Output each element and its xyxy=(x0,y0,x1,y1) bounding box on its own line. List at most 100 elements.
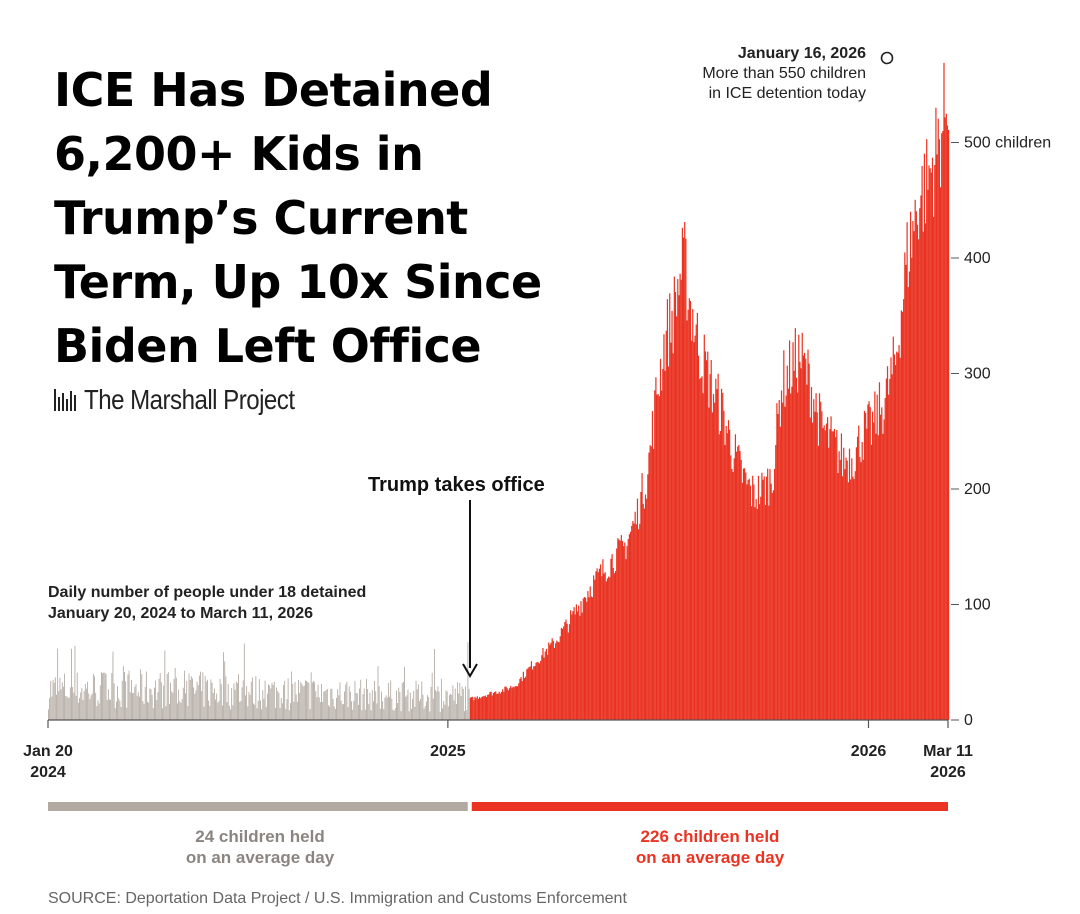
bar-day-47 xyxy=(102,673,104,720)
bar-day-54 xyxy=(110,699,112,720)
bar-day-477 xyxy=(597,572,599,720)
bar-day-563 xyxy=(696,312,698,720)
bar-day-3 xyxy=(51,696,53,720)
bar-day-600 xyxy=(739,450,741,720)
bar-day-168 xyxy=(241,687,243,720)
bar-day-780 xyxy=(946,125,949,720)
bar-day-18 xyxy=(68,697,70,720)
bar-day-596 xyxy=(734,434,737,720)
bar-day-75 xyxy=(134,686,136,720)
bar-day-250 xyxy=(336,698,337,720)
bar-day-410 xyxy=(520,677,522,720)
bar-day-502 xyxy=(626,546,628,720)
bar-day-568 xyxy=(702,393,704,720)
bar-day-169 xyxy=(242,680,244,720)
bar-day-156 xyxy=(227,683,229,720)
bar-day-112 xyxy=(177,703,178,720)
bar-day-16 xyxy=(66,696,68,720)
bar-day-320 xyxy=(416,689,418,720)
bar-day-138 xyxy=(207,679,208,720)
bar-day-460 xyxy=(578,605,580,720)
bar-day-443 xyxy=(558,642,560,720)
bar-day-412 xyxy=(522,671,524,720)
bar-day-45 xyxy=(99,685,101,720)
bar-day-132 xyxy=(200,671,201,720)
bar-day-607 xyxy=(747,479,749,720)
bar-day-499 xyxy=(623,546,625,720)
bar-day-73 xyxy=(132,693,133,720)
bar-day-501 xyxy=(625,559,627,720)
bar-day-237 xyxy=(321,683,322,720)
bar-day-736 xyxy=(896,351,898,720)
bar-day-429 xyxy=(542,647,544,720)
bar-day-498 xyxy=(621,540,624,720)
bar-day-294 xyxy=(386,697,388,720)
bar-day-10 xyxy=(59,677,61,720)
bar-day-208 xyxy=(287,678,289,720)
bar-day-668 xyxy=(817,445,819,720)
bar-day-66 xyxy=(124,672,125,720)
bar-day-506 xyxy=(631,525,633,720)
bar-day-625 xyxy=(768,505,770,720)
bar-day-80 xyxy=(140,669,142,720)
bar-day-94 xyxy=(156,699,158,720)
bar-day-682 xyxy=(833,428,836,720)
bar-day-645 xyxy=(791,386,793,720)
bar-day-674 xyxy=(824,430,826,720)
bar-day-709 xyxy=(865,412,867,720)
bar-day-171 xyxy=(245,695,246,720)
bar-day-402 xyxy=(511,688,513,720)
bar-day-323 xyxy=(420,698,422,720)
biden-average-line-1: 24 children held xyxy=(195,827,325,846)
bar-day-750 xyxy=(912,221,914,721)
bar-day-93 xyxy=(155,680,157,720)
bar-day-730 xyxy=(889,378,891,720)
bar-day-192 xyxy=(269,685,271,720)
bar-day-398 xyxy=(506,688,508,720)
bar-day-638 xyxy=(783,350,785,720)
bar-day-346 xyxy=(446,691,448,720)
bar-day-647 xyxy=(793,370,795,720)
bar-day-341 xyxy=(440,678,442,720)
bar-day-38 xyxy=(91,693,93,720)
bar-day-728 xyxy=(886,366,889,720)
bar-day-478 xyxy=(598,568,601,720)
source-note: SOURCE: Deportation Data Project / U.S. … xyxy=(48,890,627,907)
bar-day-700 xyxy=(854,471,856,720)
bar-day-392 xyxy=(499,693,501,720)
bar-day-601 xyxy=(740,459,742,720)
bar-day-643 xyxy=(788,340,791,720)
bar-day-432 xyxy=(545,648,548,720)
trump-period-bar xyxy=(471,802,948,811)
bar-day-97 xyxy=(159,673,161,720)
bar-day-174 xyxy=(248,692,250,720)
bar-day-290 xyxy=(382,701,384,720)
trump-takes-office-label: Trump takes office xyxy=(368,474,545,496)
bar-day-226 xyxy=(308,682,310,720)
bar-day-458 xyxy=(575,604,577,720)
bar-day-355 xyxy=(457,682,458,720)
bar-day-224 xyxy=(306,681,307,720)
bar-day-692 xyxy=(845,457,847,720)
bar-day-71 xyxy=(129,692,131,720)
bar-day-284 xyxy=(375,691,377,720)
bar-day-652 xyxy=(799,361,801,720)
bar-day-757 xyxy=(920,195,922,721)
bar-day-654 xyxy=(801,332,803,720)
bar-day-136 xyxy=(204,675,206,720)
bar-day-276 xyxy=(366,679,367,720)
bar-day-327 xyxy=(424,706,426,720)
bar-day-172 xyxy=(246,686,248,720)
bar-day-382 xyxy=(488,694,490,720)
bar-day-286 xyxy=(377,666,379,720)
bar-day-201 xyxy=(279,708,281,720)
bar-day-302 xyxy=(396,690,397,720)
bar-day-641 xyxy=(786,365,788,720)
bar-day-621 xyxy=(763,476,765,720)
headline-line-2: 6,200+ Kids in xyxy=(54,127,424,181)
bar-day-223 xyxy=(304,680,306,720)
bar-day-635 xyxy=(779,426,781,720)
bar-day-637 xyxy=(782,402,784,720)
bar-day-707 xyxy=(862,459,864,720)
peak-text-line-1: More than 550 children xyxy=(702,65,866,82)
